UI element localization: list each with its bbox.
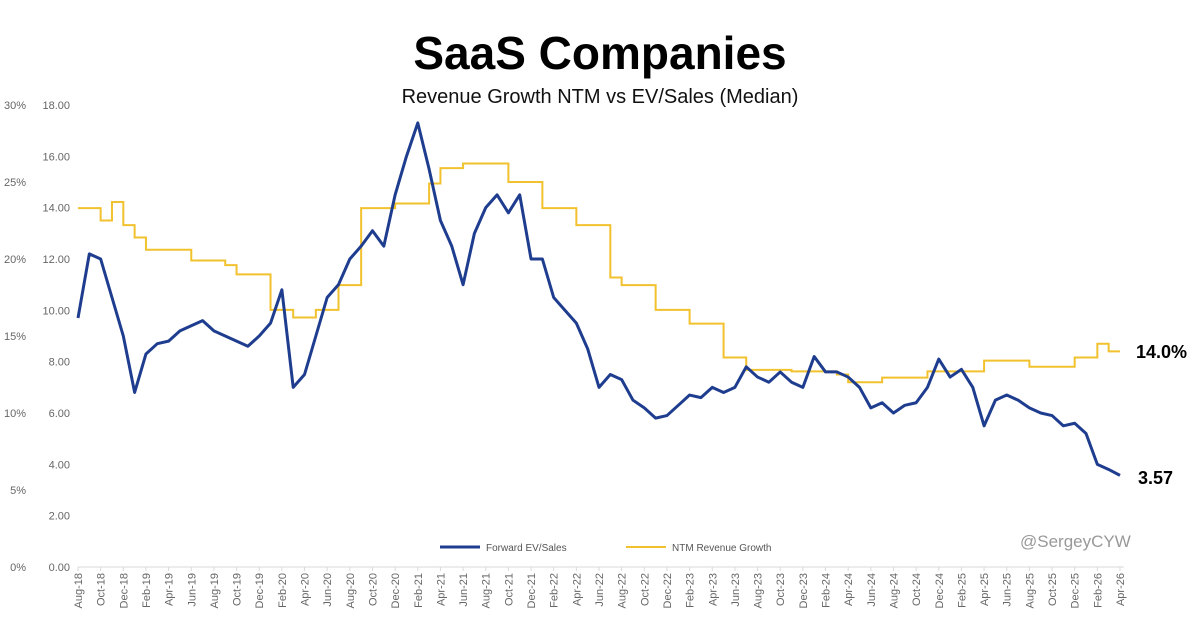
chart-subtitle: Revenue Growth NTM vs EV/Sales (Median) <box>401 86 799 108</box>
x-tick-label: Aug-21 <box>481 573 493 608</box>
legend: Forward EV/Sales NTM Revenue Growth <box>440 543 771 554</box>
end-label-revenue-growth: 14.0% <box>1136 342 1187 362</box>
x-tick-label: Feb-23 <box>685 573 697 608</box>
y-outer-tick-label: 20% <box>4 254 26 266</box>
end-label-ev-sales: 3.57 <box>1138 468 1173 488</box>
x-tick-label: Oct-22 <box>639 573 651 606</box>
x-tick-label: Apr-26 <box>1115 573 1127 606</box>
x-tick-label: Apr-20 <box>300 573 312 606</box>
x-tick-label: Dec-20 <box>390 573 402 608</box>
x-tick-label: Aug-24 <box>888 573 900 608</box>
x-tick-label: Jun-20 <box>322 573 334 607</box>
x-tick-label: Feb-24 <box>821 573 833 608</box>
x-tick-label: Aug-18 <box>73 573 85 608</box>
x-tick-label: Dec-18 <box>118 573 130 608</box>
x-tick-label: Aug-23 <box>753 573 765 608</box>
x-tick-label: Dec-23 <box>798 573 810 608</box>
legend-label-revenue-growth: NTM Revenue Growth <box>672 543 771 554</box>
x-tick-label: Apr-24 <box>843 573 855 606</box>
x-tick-label: Aug-25 <box>1024 573 1036 608</box>
x-tick-label: Feb-21 <box>413 573 425 608</box>
x-tick-label: Jun-25 <box>1002 573 1014 607</box>
y-inner-tick-label: 6.00 <box>49 408 70 420</box>
x-tick-label: Dec-21 <box>526 573 538 608</box>
x-tick-label: Apr-25 <box>979 573 991 606</box>
series-line-ntm-revenue-growth <box>78 162 1120 384</box>
y-inner-tick-label: 12.00 <box>42 254 70 266</box>
x-tick-label: Aug-20 <box>345 573 357 608</box>
x-tick-label: Feb-22 <box>549 573 561 608</box>
x-tick-label: Jun-21 <box>458 573 470 607</box>
y-inner-tick-label: 4.00 <box>49 459 70 471</box>
x-tick-label: Feb-19 <box>141 573 153 608</box>
x-tick-label: Apr-21 <box>435 573 447 606</box>
y-inner-tick-label: 0.00 <box>49 562 70 574</box>
x-tick-label: Jun-24 <box>866 573 878 607</box>
y-inner-tick-label: 14.00 <box>42 203 70 215</box>
y-inner-tick-label: 10.00 <box>42 305 70 317</box>
x-tick-label: Oct-24 <box>911 573 923 606</box>
x-tick-label: Feb-20 <box>277 573 289 608</box>
y-outer-tick-label: 0% <box>10 562 26 574</box>
x-tick-label: Feb-25 <box>956 573 968 608</box>
x-tick-label: Jun-22 <box>594 573 606 607</box>
x-tick-label: Aug-22 <box>617 573 629 608</box>
x-tick-label: Jun-23 <box>730 573 742 607</box>
x-tick-label: Dec-19 <box>254 573 266 608</box>
y-inner-tick-label: 16.00 <box>42 151 70 163</box>
x-tick-label: Oct-18 <box>96 573 108 606</box>
y-outer-tick-label: 25% <box>4 177 26 189</box>
x-tick-label: Oct-21 <box>503 573 515 606</box>
y-outer-tick-label: 15% <box>4 331 26 343</box>
x-tick-label: Aug-19 <box>209 573 221 608</box>
x-tick-label: Oct-20 <box>367 573 379 606</box>
x-tick-label: Apr-23 <box>707 573 719 606</box>
chart-title: SaaS Companies <box>413 27 787 79</box>
x-tick-label: Oct-23 <box>775 573 787 606</box>
legend-label-ev-sales: Forward EV/Sales <box>486 543 567 554</box>
x-tick-label: Jun-19 <box>186 573 198 607</box>
y-inner-tick-label: 8.00 <box>49 357 70 369</box>
x-tick-label: Oct-19 <box>232 573 244 606</box>
x-tick-label: Dec-25 <box>1070 573 1082 608</box>
y-inner-tick-label: 18.00 <box>42 100 70 112</box>
y-outer-tick-label: 5% <box>10 485 26 497</box>
series-line-forward-ev-sales <box>76 121 1121 477</box>
x-tick-label: Dec-24 <box>934 573 946 608</box>
x-tick-label: Apr-22 <box>571 573 583 606</box>
x-tick-label: Apr-19 <box>164 573 176 606</box>
watermark: @SergeyCYW <box>1020 532 1131 551</box>
y-inner-tick-label: 2.00 <box>49 511 70 523</box>
x-tick-label: Dec-22 <box>662 573 674 608</box>
y-outer-tick-label: 30% <box>4 100 26 112</box>
x-tick-label: Feb-26 <box>1092 573 1104 608</box>
y-outer-tick-label: 10% <box>4 408 26 420</box>
x-tick-label: Oct-25 <box>1047 573 1059 606</box>
